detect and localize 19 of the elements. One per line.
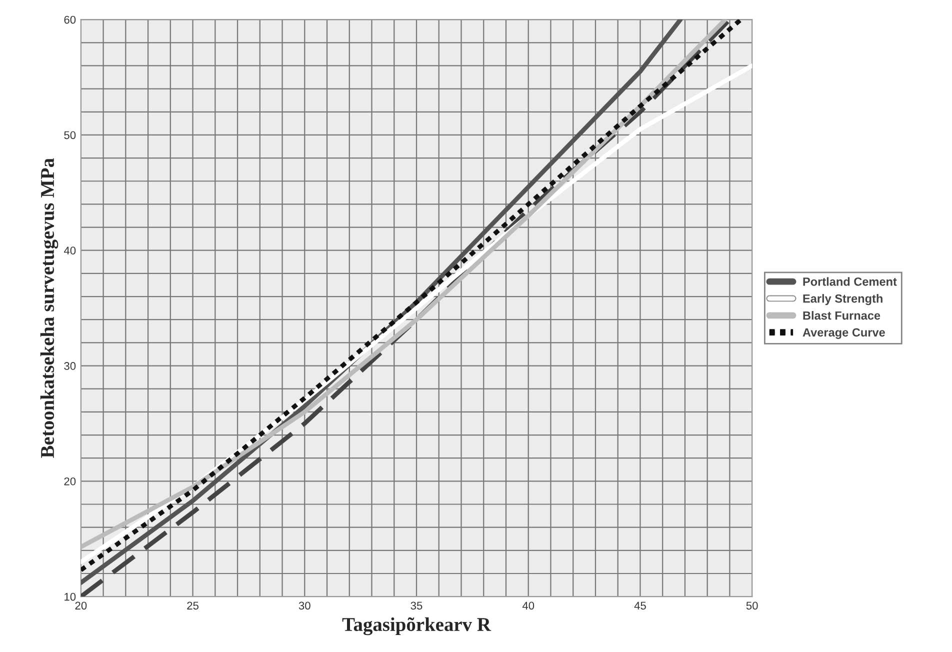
- legend-label: Early Strength: [803, 294, 882, 306]
- x-tick-label: 25: [187, 602, 198, 610]
- legend-label: Blast Furnace: [803, 311, 880, 320]
- y-tick-label: 10: [64, 592, 76, 601]
- x-axis-title: Tagasipõrkearv R: [342, 617, 492, 636]
- y-tick-label: 30: [64, 362, 76, 370]
- legend-label: Average Curve: [802, 328, 885, 339]
- y-tick-label: 40: [64, 246, 76, 255]
- x-tick-label: 50: [746, 602, 758, 610]
- x-tick-label: 20: [75, 602, 87, 610]
- legend-label: Portland Cement: [803, 277, 897, 286]
- y-tick-label: 50: [64, 131, 76, 140]
- x-tick-label: 30: [298, 602, 310, 610]
- y-axis-title: Betoonkatsekeha survetugevus MPa: [40, 158, 58, 458]
- x-tick-label: 40: [522, 602, 534, 610]
- y-tick-label: 20: [64, 477, 76, 486]
- x-tick-label: 45: [634, 602, 646, 610]
- x-tick-label: 35: [410, 602, 422, 610]
- y-tick-label: 60: [64, 16, 76, 24]
